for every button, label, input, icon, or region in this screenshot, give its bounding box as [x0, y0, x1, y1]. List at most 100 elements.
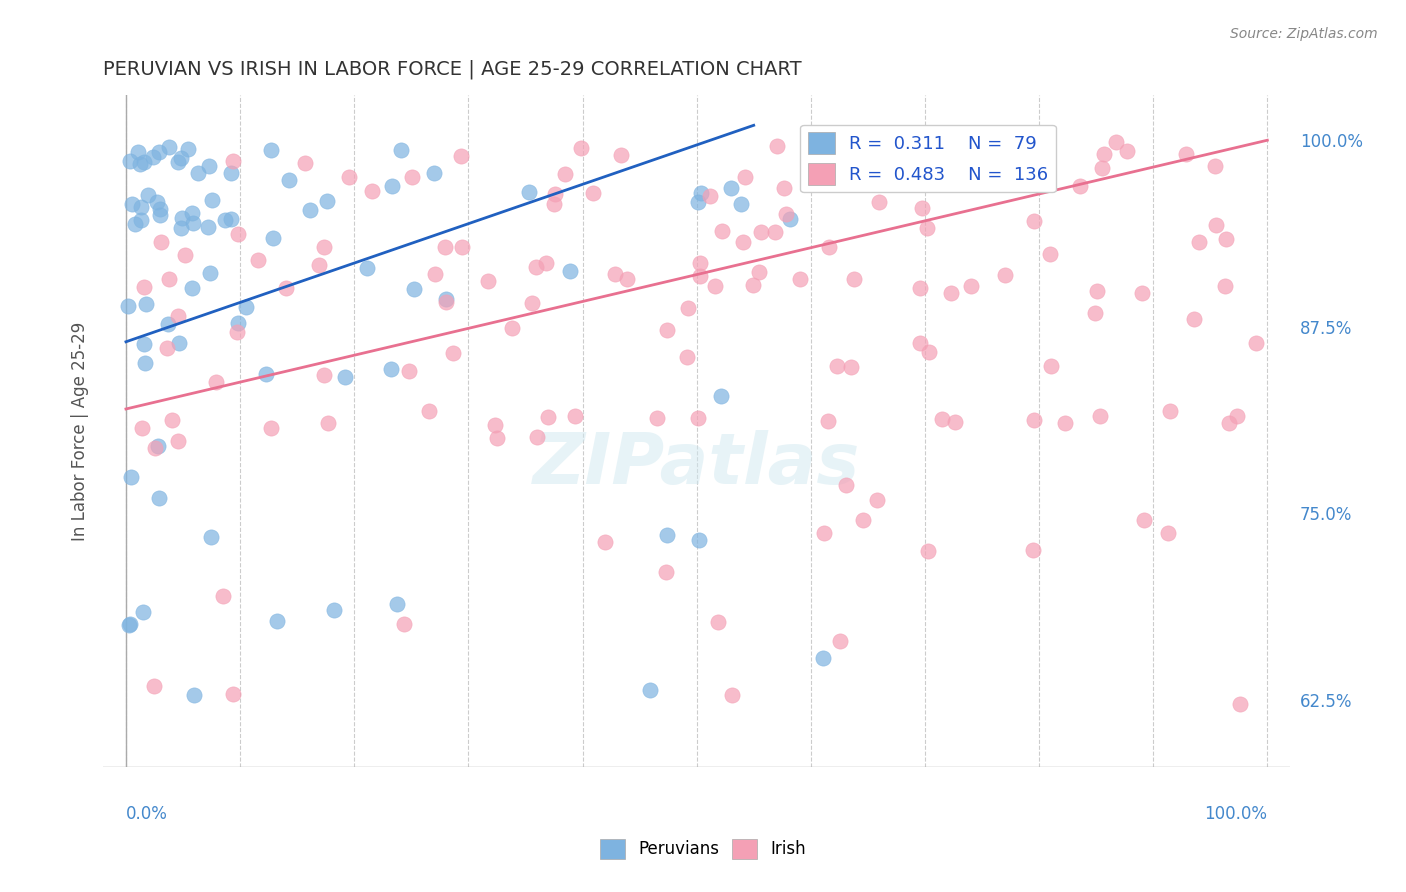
Point: [1218, 416, 1240, 430]
Point: [610, 148, 633, 162]
Point: [818, 240, 841, 254]
Point: [127, 145, 149, 160]
Point: [731, 235, 754, 249]
Point: [856, 152, 879, 166]
Point: [1104, 135, 1126, 149]
Point: [688, 194, 710, 209]
Point: [423, 267, 446, 281]
Point: [404, 282, 426, 296]
Point: [180, 206, 202, 220]
Point: [931, 412, 953, 426]
Point: [198, 159, 221, 173]
Point: [170, 151, 193, 165]
Point: [640, 682, 662, 697]
Point: [226, 227, 249, 241]
Point: [1069, 178, 1091, 193]
Point: [131, 213, 153, 227]
Point: [558, 264, 581, 278]
Point: [1174, 147, 1197, 161]
Point: [1157, 526, 1180, 541]
Point: [1215, 232, 1237, 246]
Point: [834, 178, 856, 192]
Point: [1026, 162, 1049, 177]
Point: [381, 178, 404, 193]
Point: [134, 356, 156, 370]
Point: [960, 278, 983, 293]
Point: [142, 150, 165, 164]
Point: [157, 139, 180, 153]
Point: [943, 416, 966, 430]
Point: [517, 185, 540, 199]
Point: [676, 301, 699, 316]
Point: [136, 188, 159, 202]
Point: [120, 617, 142, 632]
Point: [486, 432, 509, 446]
Point: [501, 320, 523, 334]
Point: [181, 216, 204, 230]
Point: [554, 167, 576, 181]
Point: [254, 367, 277, 381]
Point: [730, 197, 752, 211]
Point: [811, 650, 834, 665]
Point: [162, 413, 184, 427]
Point: [316, 416, 339, 430]
Point: [564, 409, 586, 424]
Point: [132, 280, 155, 294]
Point: [751, 225, 773, 239]
Point: [676, 350, 699, 364]
Point: [142, 679, 165, 693]
Point: [274, 281, 297, 295]
Point: [856, 142, 879, 156]
Point: [134, 154, 156, 169]
Point: [918, 344, 941, 359]
Point: [522, 295, 544, 310]
Point: [146, 439, 169, 453]
Point: [763, 225, 786, 239]
Point: [219, 166, 242, 180]
Point: [398, 364, 420, 378]
Point: [789, 272, 811, 286]
Point: [120, 470, 142, 484]
Point: [225, 325, 247, 339]
Point: [917, 544, 939, 558]
Point: [765, 139, 787, 153]
Point: [779, 212, 801, 227]
Point: [734, 170, 756, 185]
Point: [915, 221, 938, 235]
Point: [148, 145, 170, 159]
Point: [204, 375, 226, 389]
Point: [312, 240, 335, 254]
Point: [180, 280, 202, 294]
Point: [1022, 214, 1045, 228]
Point: [148, 491, 170, 506]
Legend: R =  0.311    N =  79, R =  0.483    N =  136: R = 0.311 N = 79, R = 0.483 N = 136: [800, 125, 1056, 192]
Point: [156, 318, 179, 332]
Point: [131, 201, 153, 215]
Point: [451, 240, 474, 254]
Point: [121, 196, 143, 211]
Point: [1039, 359, 1062, 374]
Point: [543, 186, 565, 201]
Point: [294, 156, 316, 170]
Point: [212, 589, 235, 603]
Point: [323, 603, 346, 617]
Point: [260, 143, 283, 157]
Point: [441, 346, 464, 360]
Point: [118, 153, 141, 168]
Point: [910, 281, 932, 295]
Point: [1229, 697, 1251, 711]
Point: [537, 410, 560, 425]
Point: [569, 141, 592, 155]
Point: [748, 265, 770, 279]
Point: [308, 258, 330, 272]
Point: [689, 256, 711, 270]
Point: [156, 341, 179, 355]
Point: [830, 633, 852, 648]
Point: [149, 235, 172, 249]
Point: [655, 528, 678, 542]
Point: [852, 513, 875, 527]
Point: [910, 335, 932, 350]
Point: [910, 201, 932, 215]
Point: [1204, 159, 1226, 173]
Point: [817, 414, 839, 428]
